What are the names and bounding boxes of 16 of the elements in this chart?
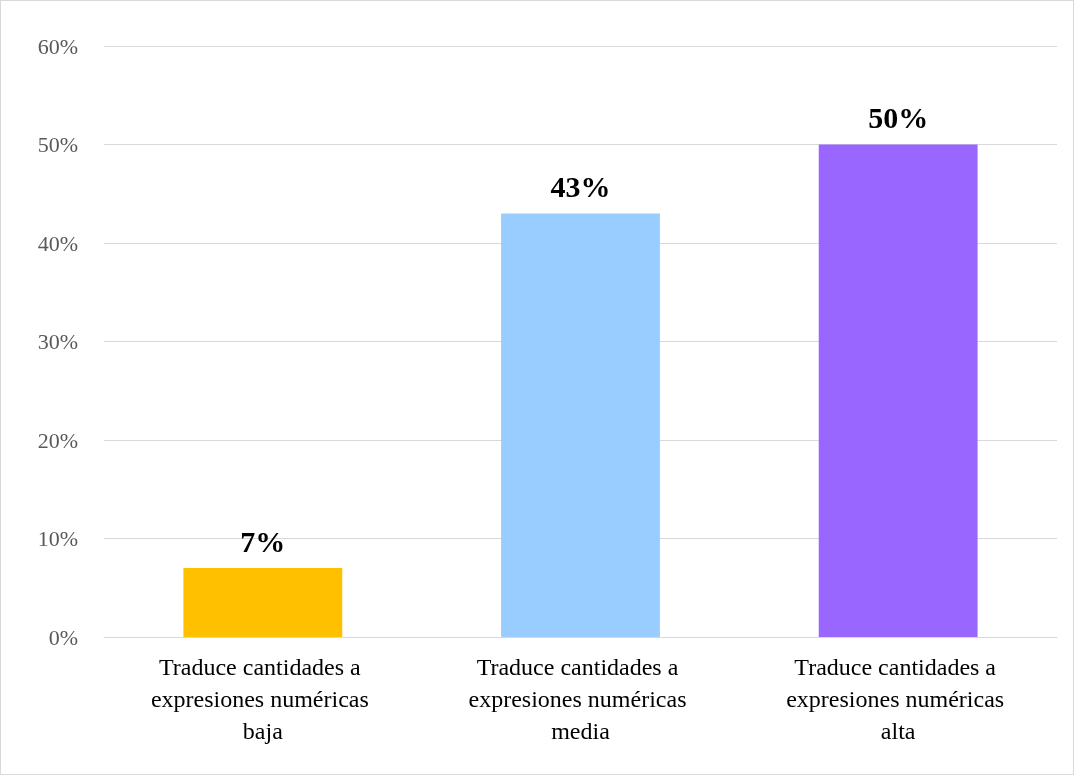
y-tick-label: 60% [37,33,78,59]
y-tick-label: 10% [37,526,78,551]
bar [501,213,660,637]
y-tick-label: 0% [48,624,78,650]
data-label: 43% [550,169,611,203]
data-label: 7% [240,524,286,558]
data-label: 50% [868,101,929,134]
bar [183,568,343,637]
x-tick-label: Traduce cantidades a expresiones numéricas media [468,654,693,744]
y-tick-label: 40% [37,230,78,256]
bar [818,144,978,637]
x-tick-label: Traduce cantidades a expresiones numéricas alta [786,654,1011,744]
y-tick-label: 30% [37,329,78,354]
y-tick-label: 50% [37,132,78,157]
y-tick-label: 20% [37,427,78,453]
x-tick-label: Traduce cantidades a expresiones numéricas baja [150,654,375,744]
